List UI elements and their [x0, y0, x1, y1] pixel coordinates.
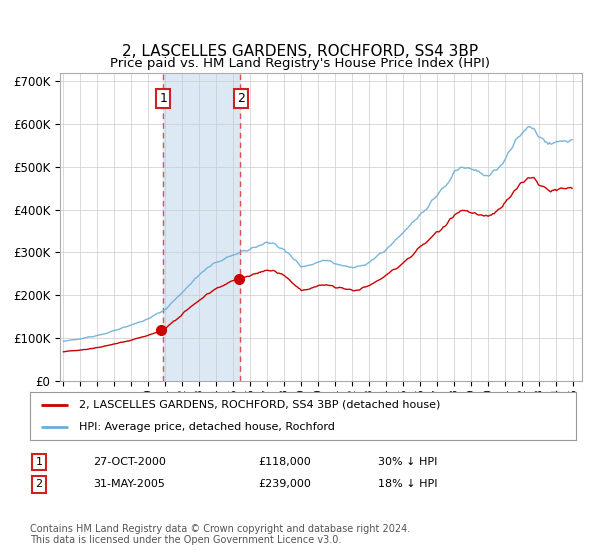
Text: Contains HM Land Registry data © Crown copyright and database right 2024.
This d: Contains HM Land Registry data © Crown c…: [30, 524, 410, 545]
Text: 2: 2: [238, 92, 245, 105]
Text: HPI: Average price, detached house, Rochford: HPI: Average price, detached house, Roch…: [79, 422, 335, 432]
Text: Price paid vs. HM Land Registry's House Price Index (HPI): Price paid vs. HM Land Registry's House …: [110, 57, 490, 70]
Text: 1: 1: [35, 457, 43, 467]
Text: 1: 1: [160, 92, 167, 105]
Text: 2, LASCELLES GARDENS, ROCHFORD, SS4 3BP: 2, LASCELLES GARDENS, ROCHFORD, SS4 3BP: [122, 44, 478, 59]
Text: £239,000: £239,000: [258, 479, 311, 489]
Text: 31-MAY-2005: 31-MAY-2005: [93, 479, 165, 489]
Text: 18% ↓ HPI: 18% ↓ HPI: [378, 479, 437, 489]
Text: £118,000: £118,000: [258, 457, 311, 467]
Bar: [163, 73, 241, 381]
Text: 27-OCT-2000: 27-OCT-2000: [93, 457, 166, 467]
Text: 2, LASCELLES GARDENS, ROCHFORD, SS4 3BP (detached house): 2, LASCELLES GARDENS, ROCHFORD, SS4 3BP …: [79, 400, 440, 410]
Text: 30% ↓ HPI: 30% ↓ HPI: [378, 457, 437, 467]
Text: 2: 2: [35, 479, 43, 489]
